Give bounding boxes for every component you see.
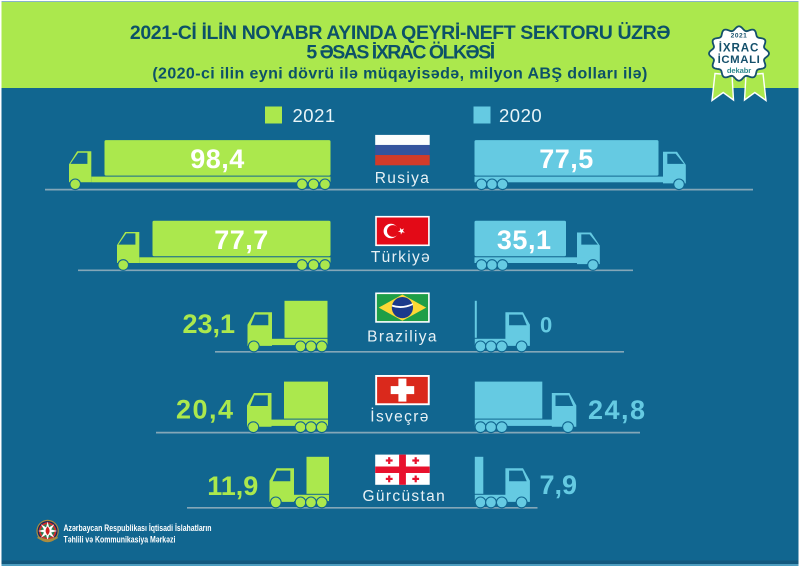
svg-text:5 ƏSAS İXRAC ÖLKƏSİ: 5 ƏSAS İXRAC ÖLKƏSİ (306, 41, 494, 64)
svg-text:İXRAC: İXRAC (719, 42, 760, 55)
svg-text:77,5: 77,5 (539, 144, 594, 174)
svg-text:2021: 2021 (731, 32, 748, 39)
svg-text:7,9: 7,9 (540, 470, 578, 500)
svg-text:Türkiyə: Türkiyə (371, 249, 431, 266)
svg-text:(2020-ci ilin eyni dövrü ilə m: (2020-ci ilin eyni dövrü ilə müqayisədə,… (152, 66, 647, 83)
svg-text:0: 0 (540, 313, 552, 338)
svg-text:dekabr: dekabr (727, 66, 751, 75)
svg-text:Təhlili və Kommunikasiya Mərkə: Təhlili və Kommunikasiya Mərkəzi (64, 533, 176, 544)
svg-text:11,9: 11,9 (207, 471, 258, 501)
svg-text:23,1: 23,1 (182, 309, 235, 339)
svg-text:İsveçrə: İsveçrə (370, 407, 429, 425)
svg-text:98,4: 98,4 (190, 144, 245, 174)
svg-text:20,4: 20,4 (176, 395, 235, 425)
svg-text:Gürcüstan: Gürcüstan (362, 488, 446, 505)
svg-text:2021: 2021 (293, 105, 336, 126)
svg-text:77,7: 77,7 (214, 225, 269, 255)
svg-text:2021-Cİ İLİN NOYABR AYINDA QEY: 2021-Cİ İLİN NOYABR AYINDA QEYRİ-NEFT SE… (130, 21, 670, 44)
svg-text:35,1: 35,1 (497, 225, 552, 255)
svg-text:Braziliya: Braziliya (367, 328, 438, 345)
svg-text:İCMALI: İCMALI (718, 53, 761, 66)
svg-text:24,8: 24,8 (588, 395, 647, 425)
svg-text:Rusiya: Rusiya (375, 170, 430, 187)
svg-text:2020: 2020 (499, 105, 542, 126)
svg-text:Azərbaycan Respublikası İqtisa: Azərbaycan Respublikası İqtisadi İslahat… (64, 522, 212, 533)
